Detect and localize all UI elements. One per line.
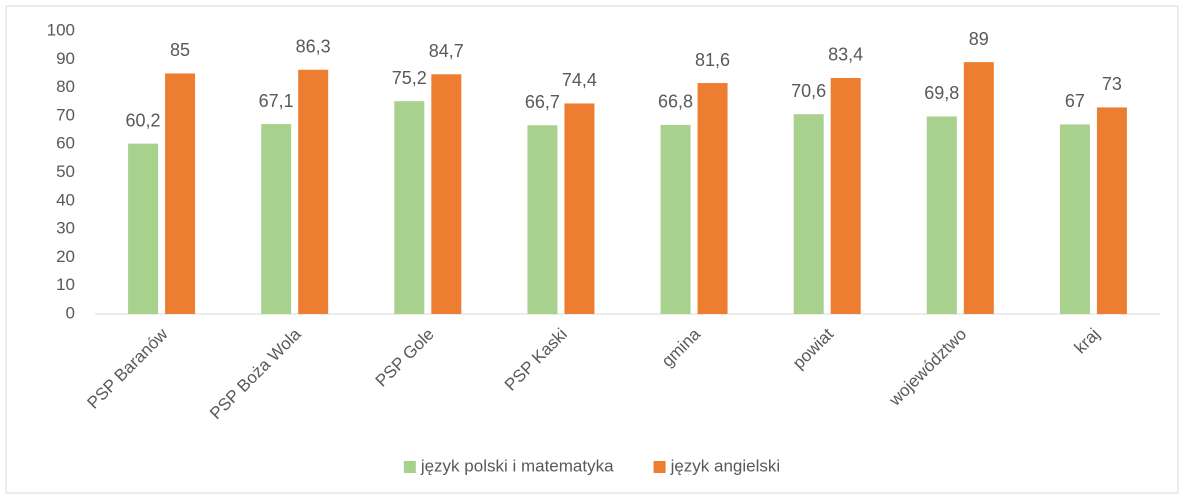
y-tick-label: 80 [56,77,75,96]
bar [830,77,861,314]
bar [431,74,462,314]
bar [261,124,292,315]
data-label: 84,7 [429,41,464,61]
data-label: 83,4 [828,45,863,65]
bar [564,103,595,314]
legend-label: język polski i matematyka [420,456,614,475]
data-label: 67 [1065,91,1085,111]
data-label: 69,8 [924,83,959,103]
bar [963,62,994,314]
bar [298,69,329,315]
bar [793,114,824,315]
legend-swatch [653,461,666,473]
bar [926,116,957,314]
bar [1059,124,1090,314]
data-label: 75,2 [392,68,427,88]
data-label: 85 [170,40,190,60]
data-label: 74,4 [562,70,597,90]
bar [660,124,691,315]
y-tick-label: 10 [56,275,75,294]
bar [394,101,425,315]
legend-label: język angielski [670,456,781,475]
data-label: 66,8 [658,92,693,112]
y-tick-label: 100 [47,20,75,39]
y-tick-label: 20 [56,247,75,266]
data-label: 60,2 [126,110,161,130]
bar [697,83,728,315]
data-label: 66,7 [525,92,560,112]
data-label: 73 [1102,74,1122,94]
data-label: 70,6 [791,81,826,101]
legend-swatch [403,461,416,473]
bar [527,125,558,314]
legend-item: język polski i matematyka [403,456,614,475]
data-label: 81,6 [695,50,730,70]
bar [165,73,196,314]
data-label: 89 [969,29,989,49]
y-tick-label: 50 [56,162,75,181]
y-tick-label: 0 [66,303,75,322]
data-label: 67,1 [259,91,294,111]
bar [1096,107,1127,314]
y-tick-label: 90 [56,49,75,68]
legend-item: język angielski [653,456,781,475]
y-tick-label: 40 [56,190,75,209]
y-tick-label: 60 [56,134,75,153]
bar [128,143,159,314]
data-label: 86,3 [296,37,331,57]
y-tick-label: 30 [56,219,75,238]
y-tick-label: 70 [56,105,75,124]
